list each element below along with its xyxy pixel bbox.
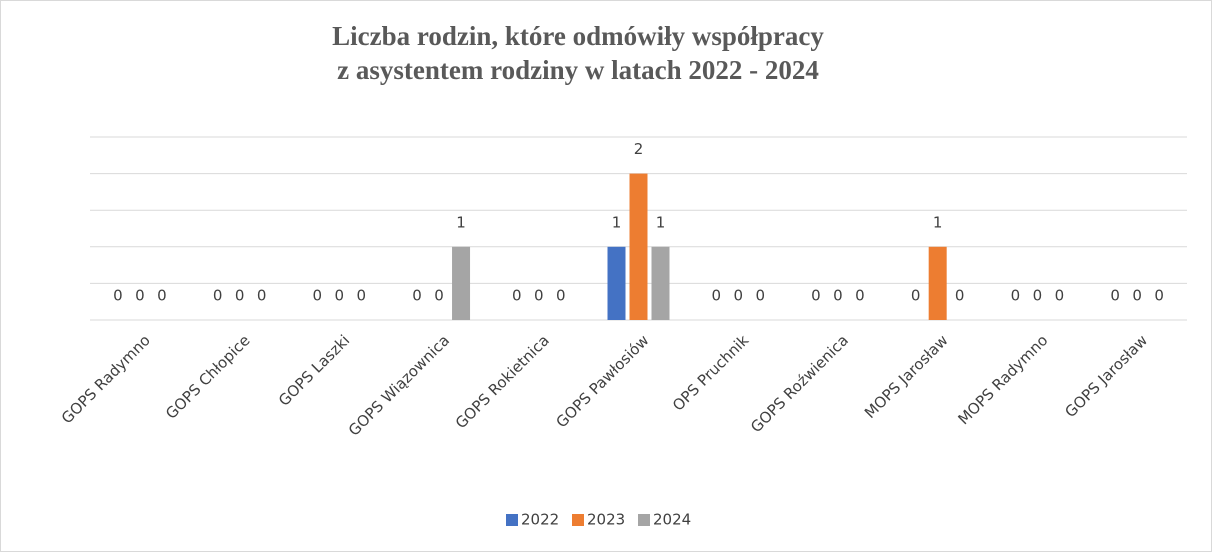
data-label: 0: [955, 287, 965, 305]
data-label: 1: [612, 213, 622, 231]
data-label: 0: [711, 287, 721, 305]
bar: [629, 173, 648, 320]
data-label: 0: [1055, 287, 1065, 305]
data-label: 0: [357, 287, 367, 305]
bar: [607, 246, 626, 320]
legend-swatch: [572, 514, 584, 526]
data-label: 1: [933, 213, 943, 231]
data-label: 0: [113, 287, 123, 305]
data-label: 0: [434, 287, 444, 305]
chart-title: z asystentem rodziny w latach 2022 - 202…: [337, 55, 819, 85]
bar: [928, 246, 947, 320]
legend-swatch: [638, 514, 650, 526]
data-label: 0: [1110, 287, 1120, 305]
legend-swatch: [506, 514, 518, 526]
chart-title: Liczba rodzin, które odmówiły współpracy: [332, 21, 824, 51]
data-label: 0: [911, 287, 921, 305]
data-label: 0: [335, 287, 345, 305]
data-label: 0: [556, 287, 566, 305]
data-label: 2: [634, 140, 644, 158]
data-label: 0: [1033, 287, 1043, 305]
data-label: 0: [811, 287, 821, 305]
data-label: 0: [1154, 287, 1164, 305]
data-label: 0: [313, 287, 323, 305]
data-label: 0: [833, 287, 843, 305]
data-label: 1: [656, 213, 666, 231]
data-label: 0: [534, 287, 544, 305]
data-label: 0: [257, 287, 267, 305]
legend-label: 2023: [587, 511, 625, 529]
data-label: 1: [456, 213, 466, 231]
data-label: 0: [213, 287, 223, 305]
bar: [651, 246, 670, 320]
data-label: 0: [135, 287, 145, 305]
data-label: 0: [512, 287, 522, 305]
data-label: 0: [755, 287, 765, 305]
data-label: 0: [855, 287, 865, 305]
data-label: 0: [157, 287, 167, 305]
data-label: 0: [733, 287, 743, 305]
data-label: 0: [1011, 287, 1021, 305]
data-label: 0: [1132, 287, 1142, 305]
bar: [452, 246, 471, 320]
legend-label: 2022: [521, 511, 559, 529]
data-label: 0: [235, 287, 245, 305]
data-label: 0: [412, 287, 422, 305]
legend-label: 2024: [653, 511, 691, 529]
